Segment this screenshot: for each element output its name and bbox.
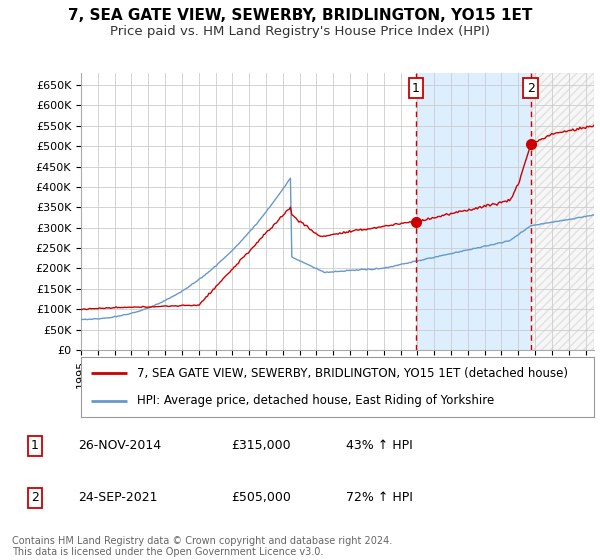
Text: 72% ↑ HPI: 72% ↑ HPI bbox=[346, 491, 413, 504]
Text: 43% ↑ HPI: 43% ↑ HPI bbox=[346, 440, 413, 452]
Text: 2: 2 bbox=[31, 491, 39, 504]
Text: 1: 1 bbox=[412, 82, 420, 95]
Bar bbox=[530, 73, 594, 350]
Text: 2: 2 bbox=[527, 82, 535, 95]
Text: £315,000: £315,000 bbox=[231, 440, 290, 452]
Text: Contains HM Land Registry data © Crown copyright and database right 2024.
This d: Contains HM Land Registry data © Crown c… bbox=[12, 535, 392, 557]
Text: 24-SEP-2021: 24-SEP-2021 bbox=[78, 491, 158, 504]
Text: 26-NOV-2014: 26-NOV-2014 bbox=[78, 440, 161, 452]
Text: 7, SEA GATE VIEW, SEWERBY, BRIDLINGTON, YO15 1ET (detached house): 7, SEA GATE VIEW, SEWERBY, BRIDLINGTON, … bbox=[137, 367, 568, 380]
Text: HPI: Average price, detached house, East Riding of Yorkshire: HPI: Average price, detached house, East… bbox=[137, 394, 494, 407]
Text: £505,000: £505,000 bbox=[231, 491, 291, 504]
Text: 7, SEA GATE VIEW, SEWERBY, BRIDLINGTON, YO15 1ET: 7, SEA GATE VIEW, SEWERBY, BRIDLINGTON, … bbox=[68, 8, 532, 24]
Bar bbox=[416, 73, 530, 350]
Text: 1: 1 bbox=[31, 440, 39, 452]
Text: Price paid vs. HM Land Registry's House Price Index (HPI): Price paid vs. HM Land Registry's House … bbox=[110, 25, 490, 38]
